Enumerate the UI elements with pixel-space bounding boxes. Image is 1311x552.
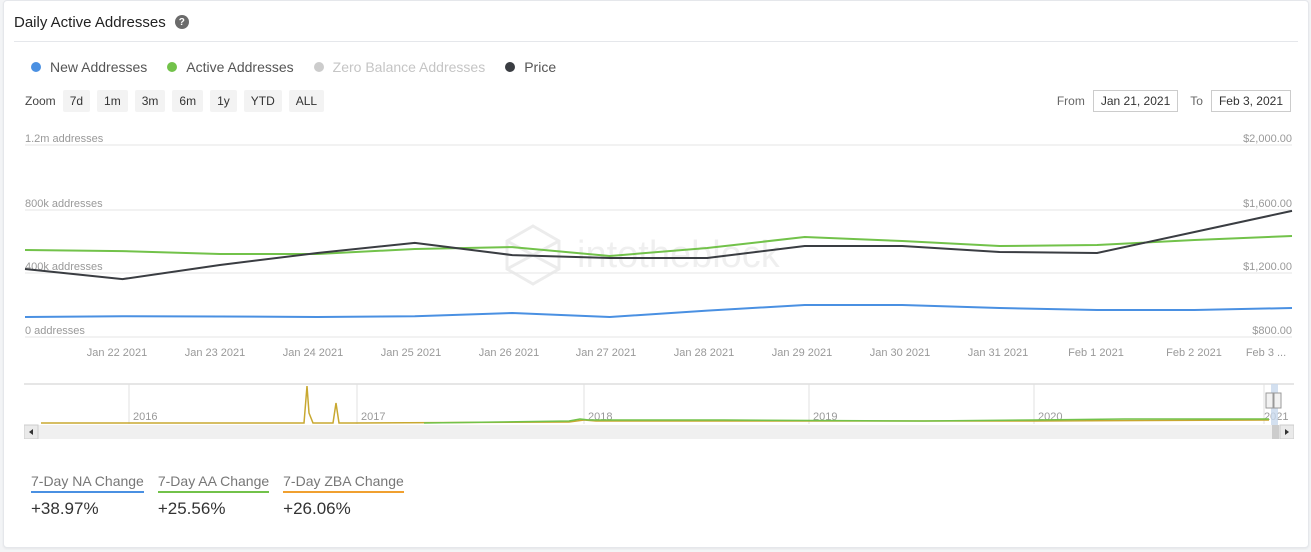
date-range: From Jan 21, 2021 To Feb 3, 2021 <box>1057 90 1291 112</box>
zoom-6m-button[interactable]: 6m <box>172 90 204 112</box>
legend-item-new-addresses[interactable]: New Addresses <box>31 59 147 75</box>
stat-aa-change: 7-Day AA Change +25.56% <box>157 473 270 519</box>
x-tick: Jan 31 2021 <box>968 347 1029 359</box>
arrow-left-icon <box>29 429 33 435</box>
navigator-scrollbar[interactable] <box>24 425 1294 439</box>
change-stats: 7-Day NA Change +38.97% 7-Day AA Change … <box>31 473 404 519</box>
legend-item-active-addresses[interactable]: Active Addresses <box>167 59 294 75</box>
chart-legend: New Addresses Active Addresses Zero Bala… <box>31 59 556 75</box>
x-tick: Jan 24 2021 <box>283 347 344 359</box>
gridlines <box>25 144 1292 338</box>
y-right-tick: $1,600.00 <box>1243 198 1292 210</box>
stat-label: 7-Day ZBA Change <box>283 473 404 493</box>
from-date-input[interactable]: Jan 21, 2021 <box>1092 90 1179 112</box>
zoom-ytd-button[interactable]: YTD <box>243 90 282 112</box>
to-label: To <box>1190 94 1203 108</box>
header-divider <box>14 41 1298 42</box>
stat-label: 7-Day NA Change <box>31 473 144 493</box>
y-left-tick: 1.2m addresses <box>25 133 104 145</box>
y-left-tick: 0 addresses <box>25 325 85 337</box>
navigator-year-dividers <box>128 384 1265 424</box>
nav-year: 2016 <box>133 411 157 423</box>
main-chart[interactable]: intotheblock 1.2m addresses 800k address… <box>4 126 1310 371</box>
legend-item-price[interactable]: Price <box>505 59 556 75</box>
from-label: From <box>1056 94 1085 108</box>
stat-value: +25.56% <box>157 499 226 518</box>
x-tick: Jan 29 2021 <box>772 347 833 359</box>
navigator-scrollbar-thumb[interactable] <box>1272 425 1279 439</box>
x-axis: Jan 22 2021 Jan 23 2021 Jan 24 2021 Jan … <box>87 347 1286 359</box>
x-tick: Jan 23 2021 <box>185 347 246 359</box>
navigator-series-line <box>41 385 1270 424</box>
stat-value: +26.06% <box>283 499 351 518</box>
x-tick: Feb 3 ... <box>1246 347 1286 359</box>
x-tick: Jan 25 2021 <box>381 347 442 359</box>
legend-dot-icon <box>313 62 324 72</box>
card-title: Daily Active Addresses <box>14 13 166 31</box>
series-new-addresses-line[interactable] <box>24 304 1293 319</box>
x-tick: Jan 22 2021 <box>87 347 148 359</box>
legend-dot-icon <box>505 62 516 72</box>
legend-label: Zero Balance Addresses <box>332 59 486 75</box>
x-tick: Jan 27 2021 <box>576 347 637 359</box>
y-left-tick: 400k addresses <box>25 261 103 273</box>
stat-na-change: 7-Day NA Change +38.97% <box>31 473 144 519</box>
legend-item-zero-balance-addresses[interactable]: Zero Balance Addresses <box>313 59 486 75</box>
arrow-right-icon <box>1285 429 1289 435</box>
zoom-1y-button[interactable]: 1y <box>210 90 237 112</box>
to-date-input[interactable]: Feb 3, 2021 <box>1210 90 1291 112</box>
zoom-all-button[interactable]: ALL <box>288 90 325 112</box>
x-tick: Jan 26 2021 <box>479 347 540 359</box>
zoom-controls: Zoom 7d 1m 3m 6m 1y YTD ALL <box>25 90 325 112</box>
stat-value: +38.97% <box>31 499 99 518</box>
navigator-series-line <box>423 418 1269 424</box>
y-axis-right: $2,000.00 $1,600.00 $1,200.00 $800.00 <box>1243 133 1292 337</box>
series-active-addresses-line[interactable] <box>24 235 1293 258</box>
y-right-tick: $1,200.00 <box>1243 261 1292 273</box>
card-header: Daily Active Addresses ? <box>14 11 189 33</box>
zoom-1m-button[interactable]: 1m <box>97 90 128 112</box>
legend-label: New Addresses <box>50 59 148 75</box>
legend-dot-icon <box>167 62 178 72</box>
legend-label: Active Addresses <box>186 59 294 75</box>
y-left-tick: 800k addresses <box>25 198 103 210</box>
x-tick: Feb 1 2021 <box>1068 347 1124 359</box>
zoom-3m-button[interactable]: 3m <box>134 90 166 112</box>
y-axis-left: 1.2m addresses 800k addresses 400k addre… <box>25 133 104 337</box>
x-tick: Jan 30 2021 <box>870 347 931 359</box>
stat-label: 7-Day AA Change <box>157 473 270 493</box>
legend-label: Price <box>524 59 557 75</box>
zoom-7d-button[interactable]: 7d <box>62 90 91 112</box>
zoom-label: Zoom <box>25 94 56 108</box>
navigator-handle-icon[interactable] <box>1265 392 1282 409</box>
nav-year: 2017 <box>361 411 385 423</box>
y-right-tick: $2,000.00 <box>1243 133 1292 145</box>
x-tick: Feb 2 2021 <box>1166 347 1222 359</box>
stat-zba-change: 7-Day ZBA Change +26.06% <box>283 473 404 519</box>
x-tick: Jan 28 2021 <box>674 347 735 359</box>
help-icon[interactable]: ? <box>174 15 189 29</box>
series-price-line[interactable] <box>24 209 1293 281</box>
legend-dot-icon <box>31 62 41 72</box>
daily-active-addresses-card: Daily Active Addresses ? New Addresses A… <box>3 0 1309 548</box>
y-right-tick: $800.00 <box>1252 325 1292 337</box>
navigator[interactable]: 2016 2017 2018 2019 2020 2021 <box>24 383 1294 439</box>
